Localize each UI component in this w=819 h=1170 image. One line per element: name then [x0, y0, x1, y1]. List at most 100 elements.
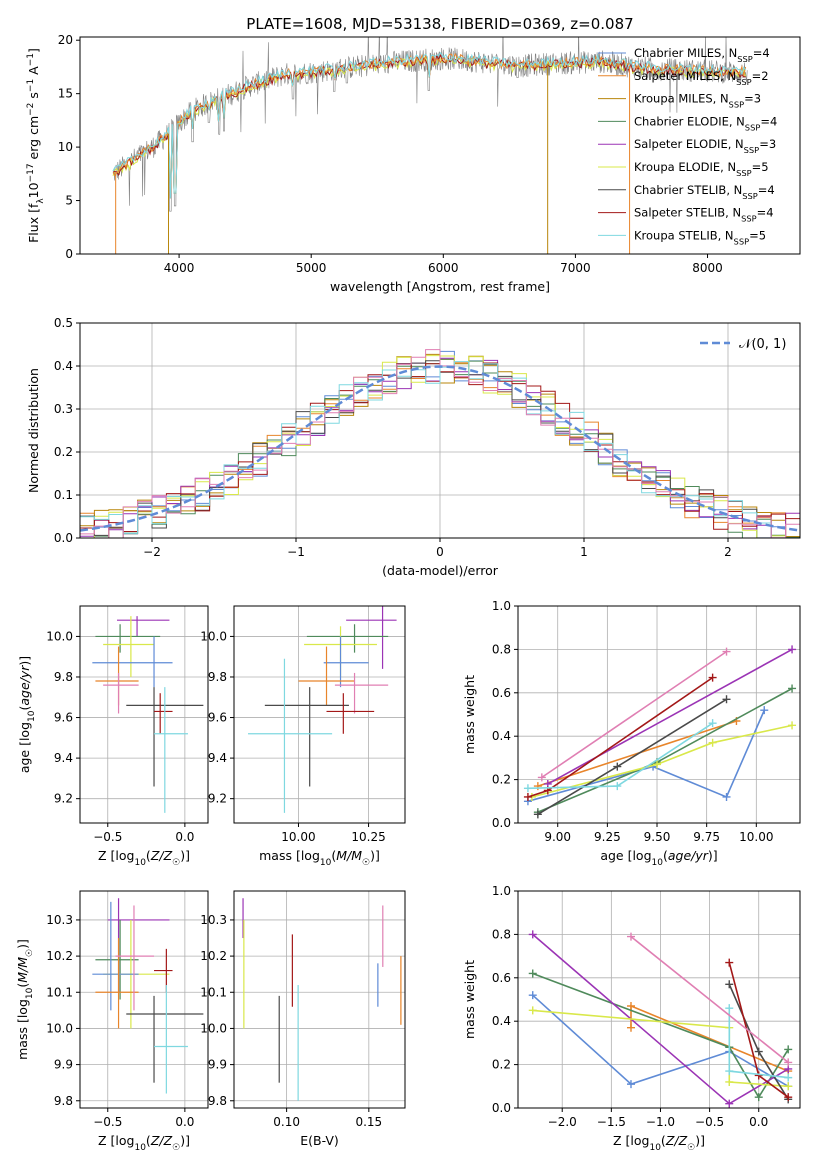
x-tick-label: −1: [287, 545, 305, 559]
x-tick-label: −2: [143, 545, 161, 559]
y-tick-label: 10.0: [200, 629, 227, 643]
legend: 𝒩(0, 1): [700, 337, 786, 352]
series-marker: [708, 719, 717, 728]
y-axis-label: mass [log10(M/M☉)]: [15, 939, 35, 1060]
errorbar-point: [264, 687, 349, 787]
y-tick-label: 10: [58, 140, 73, 154]
errorbar-point: [107, 898, 170, 993]
series-marker: [537, 773, 546, 782]
errorbar-point: [346, 606, 397, 669]
series-marker: [784, 1082, 793, 1091]
residual_hist-plot-area: [80, 323, 800, 538]
y-tick-label: 10.2: [200, 949, 227, 963]
series-path: [541, 650, 727, 779]
y-tick-label: 10.1: [200, 985, 227, 999]
y-tick-label: 9.8: [208, 1094, 227, 1108]
errorbar-point: [323, 636, 369, 688]
histogram-step: [80, 361, 800, 538]
axes-frame: [79, 36, 801, 255]
errorbar-point: [298, 646, 355, 706]
series-path: [527, 722, 714, 790]
y-tick-label: 15: [58, 87, 73, 101]
y-tick-label: 1.0: [492, 599, 511, 613]
series-marker: [784, 1073, 793, 1082]
axes-frame: [79, 890, 209, 1109]
legend-entry: Chabrier ELODIE, NSSP=4: [634, 114, 777, 132]
x-axis-label: age [log10(age/yr)]: [600, 848, 717, 868]
y-tick-label: 9.2: [54, 792, 73, 806]
panel-residual_hist: −2 −1 0 1 2 0.0 0.1 0.2 0.3 0.4 0.5 (data-model)/er…: [26, 316, 801, 578]
x-tick-label: −1.0: [646, 1115, 675, 1129]
y-axis-label: Flux [fλ10−17 erg cm−2 s−1 A−1]: [26, 48, 46, 243]
y-tick-label: 20: [58, 33, 73, 47]
panel-age_vs_z: −0.5 0.0 9.2 9.4 9.6 9.8 10.0 Z [log10(Z/Z☉)] ag…: [17, 605, 209, 868]
x-axis-label: wavelength [Angstrom, rest frame]: [330, 279, 550, 294]
errorbar-point: [326, 693, 375, 734]
mass_weight_vs_age-plot-area: [518, 606, 800, 823]
legend-entry: Chabrier MILES, NSSP=4: [634, 46, 770, 64]
legend-entry: Kroupa MILES, NSSP=3: [634, 92, 761, 110]
y-tick-label: 0.2: [492, 773, 511, 787]
errorbar-point: [92, 636, 173, 688]
series-marker: [613, 782, 622, 791]
y-tick-label: 10.0: [200, 1021, 227, 1035]
series-marker: [528, 930, 537, 939]
spectrum-plot-area: [112, 37, 748, 254]
series-marker: [725, 1077, 734, 1086]
x-tick-label: 8000: [692, 261, 723, 275]
x-tick-label: 0.0: [175, 1115, 194, 1129]
errorbar-point: [334, 672, 389, 714]
series-marker: [725, 1099, 734, 1108]
series-path: [630, 935, 789, 1064]
mass_weight_vs_z-plot-area: [518, 891, 800, 1108]
y-tick-label: 0.2: [492, 1058, 511, 1072]
y-tick-label: 9.8: [54, 1094, 73, 1108]
series-marker: [626, 932, 635, 941]
errorbar-point: [154, 687, 188, 813]
panel-mass_weight_vs_z: −2.0 −1.5 −1.0 −0.5 0.0 0.0 0.2 0.4 0.6 0.8 1.0 mas…: [462, 884, 801, 1153]
series-marker: [613, 762, 622, 771]
y-tick-label: 0: [65, 247, 73, 261]
x-tick-label: 0.15: [355, 1115, 382, 1129]
series-marker: [626, 1002, 635, 1011]
errorbar-point: [117, 616, 170, 637]
series-line: [626, 932, 793, 1067]
series-marker: [722, 647, 731, 656]
series-line: [533, 684, 797, 817]
y-tick-label: 10.3: [46, 913, 73, 927]
series-marker: [788, 684, 797, 693]
errorbar-point: [95, 624, 161, 653]
series-marker: [784, 1058, 793, 1067]
legend-entry: Salpeter STELIB, NSSP=4: [634, 206, 774, 224]
series-marker: [708, 738, 717, 747]
legend-entry: Kroupa STELIB, NSSP=5: [634, 228, 766, 246]
errorbar-point: [95, 919, 139, 1000]
x-tick-label: 1: [580, 545, 588, 559]
x-tick-label: −1.5: [597, 1115, 626, 1129]
y-tick-label: 0.4: [54, 359, 73, 373]
y-tick-label: 10.1: [46, 985, 73, 999]
series-marker: [708, 673, 717, 682]
y-tick-label: 9.2: [208, 792, 227, 806]
series-line: [725, 958, 793, 1102]
figure-title: PLATE=1608, MJD=53138, FIBERID=0369, z=0…: [246, 15, 633, 33]
y-tick-label: 10.0: [46, 1021, 73, 1035]
series-line: [725, 1004, 793, 1082]
axes-frame: [79, 322, 801, 539]
y-tick-label: 5: [65, 194, 73, 208]
y-tick-label: 0.4: [492, 1014, 511, 1028]
y-tick-label: 0.0: [492, 1101, 511, 1115]
series-marker: [722, 695, 731, 704]
x-tick-label: 2: [724, 545, 732, 559]
series-marker: [722, 792, 731, 801]
axes-frame: [233, 890, 406, 1109]
y-tick-label: 0.8: [492, 927, 511, 941]
x-tick-label: 9.00: [544, 830, 571, 844]
y-tick-label: 10.2: [46, 949, 73, 963]
series-marker: [653, 760, 662, 769]
y-tick-label: 0.6: [492, 686, 511, 700]
y-tick-label: 0.2: [54, 445, 73, 459]
errorbar-point: [126, 995, 204, 1083]
y-tick-label: 0.3: [54, 402, 73, 416]
